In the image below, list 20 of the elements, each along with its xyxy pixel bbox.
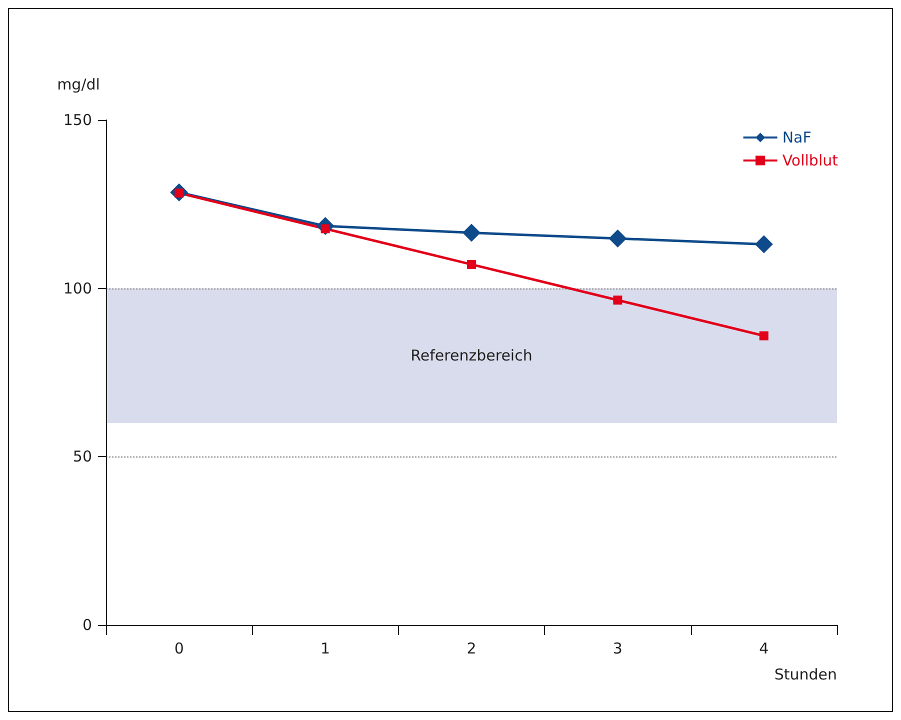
x-axis-title: Stunden [774, 666, 837, 684]
legend-label: NaF [782, 128, 812, 146]
point [613, 296, 622, 305]
point [759, 331, 768, 340]
y-axis-title: mg/dl [57, 76, 100, 94]
x-tick-label: 2 [466, 640, 476, 658]
point [462, 224, 480, 242]
point [467, 260, 476, 269]
y-tick-label: 150 [63, 111, 92, 129]
y-tick-label: 100 [63, 279, 92, 298]
y-tick-label: 0 [82, 616, 92, 634]
point [754, 235, 773, 254]
x-tick-label: 3 [612, 640, 622, 658]
legend-label: Vollblut [782, 152, 838, 170]
y-tick-label: 50 [72, 448, 92, 466]
x-tick-label: 0 [174, 640, 184, 658]
point [608, 230, 627, 248]
x-tick-label: 1 [320, 640, 330, 658]
band-label: Referenzbereich [410, 346, 532, 365]
x-tick-label: 4 [759, 640, 769, 658]
